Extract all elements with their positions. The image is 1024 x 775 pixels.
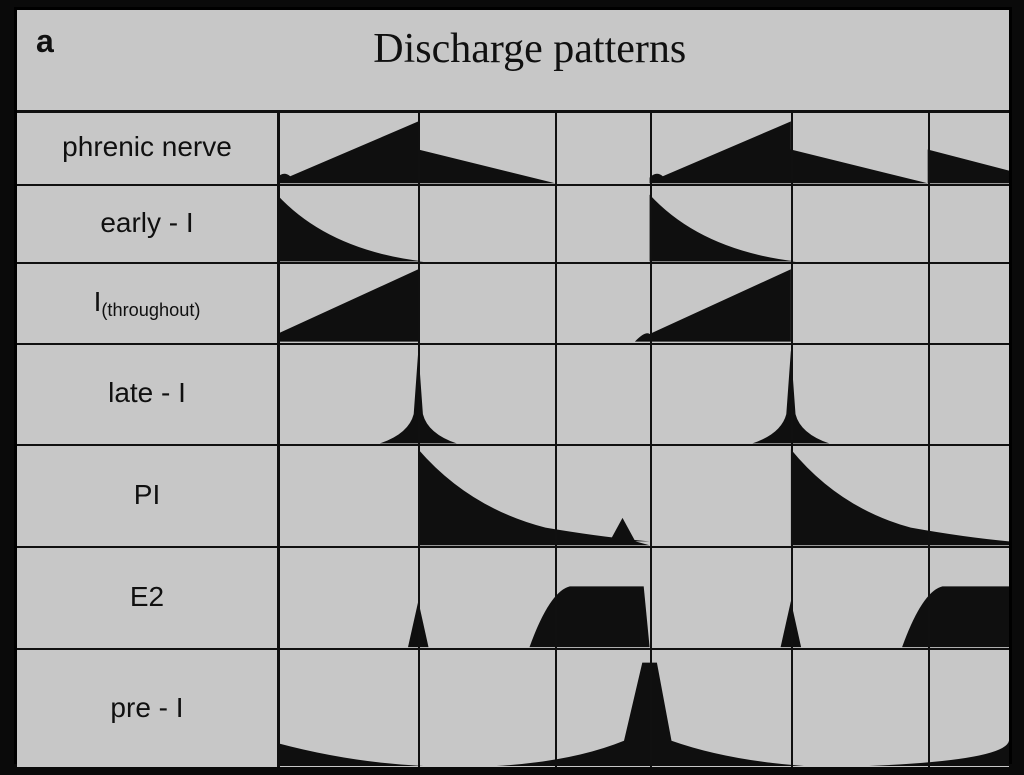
trace-e2 — [902, 586, 1009, 647]
phase-gridline — [650, 110, 652, 767]
chart-svg — [277, 110, 1009, 767]
row-labels-column: phrenic nerveearly - II(throughout)late … — [17, 110, 277, 767]
trace-phrenic — [277, 121, 555, 183]
trace-e2 — [530, 586, 650, 647]
row-label-pre_i: pre - I — [17, 648, 277, 767]
trace-phrenic — [928, 150, 1009, 184]
row-label-i_through: I(throughout) — [17, 262, 277, 342]
row-label-phrenic: phrenic nerve — [17, 110, 277, 184]
trace-pi — [418, 449, 649, 545]
trace-pi — [791, 449, 1009, 545]
trace-early_i — [650, 195, 796, 262]
trace-early_i — [277, 195, 423, 262]
row-divider — [17, 184, 1009, 186]
row-label-pi: PI — [17, 444, 277, 546]
row-label-early_i: early - I — [17, 184, 277, 262]
trace-i_through — [635, 269, 791, 341]
phase-gridline — [418, 110, 420, 767]
panel-letter: a — [36, 23, 54, 60]
row-divider — [17, 648, 1009, 650]
row-divider — [17, 262, 1009, 264]
trace-i_through — [277, 269, 418, 341]
chart-title: Discharge patterns — [373, 25, 686, 73]
phase-gridline — [791, 110, 793, 767]
label-chart-separator — [277, 110, 280, 767]
header-divider — [17, 110, 1009, 113]
chart-area — [277, 110, 1009, 767]
trace-pre_i — [277, 743, 423, 766]
row-divider — [17, 343, 1009, 345]
trace-pre_i — [869, 741, 1009, 766]
phase-gridline — [555, 110, 557, 767]
phase-gridline — [928, 110, 930, 767]
trace-phrenic — [650, 121, 928, 183]
row-divider — [17, 444, 1009, 446]
row-divider — [17, 546, 1009, 548]
row-label-late_i: late - I — [17, 343, 277, 445]
row-label-e2: E2 — [17, 546, 277, 648]
